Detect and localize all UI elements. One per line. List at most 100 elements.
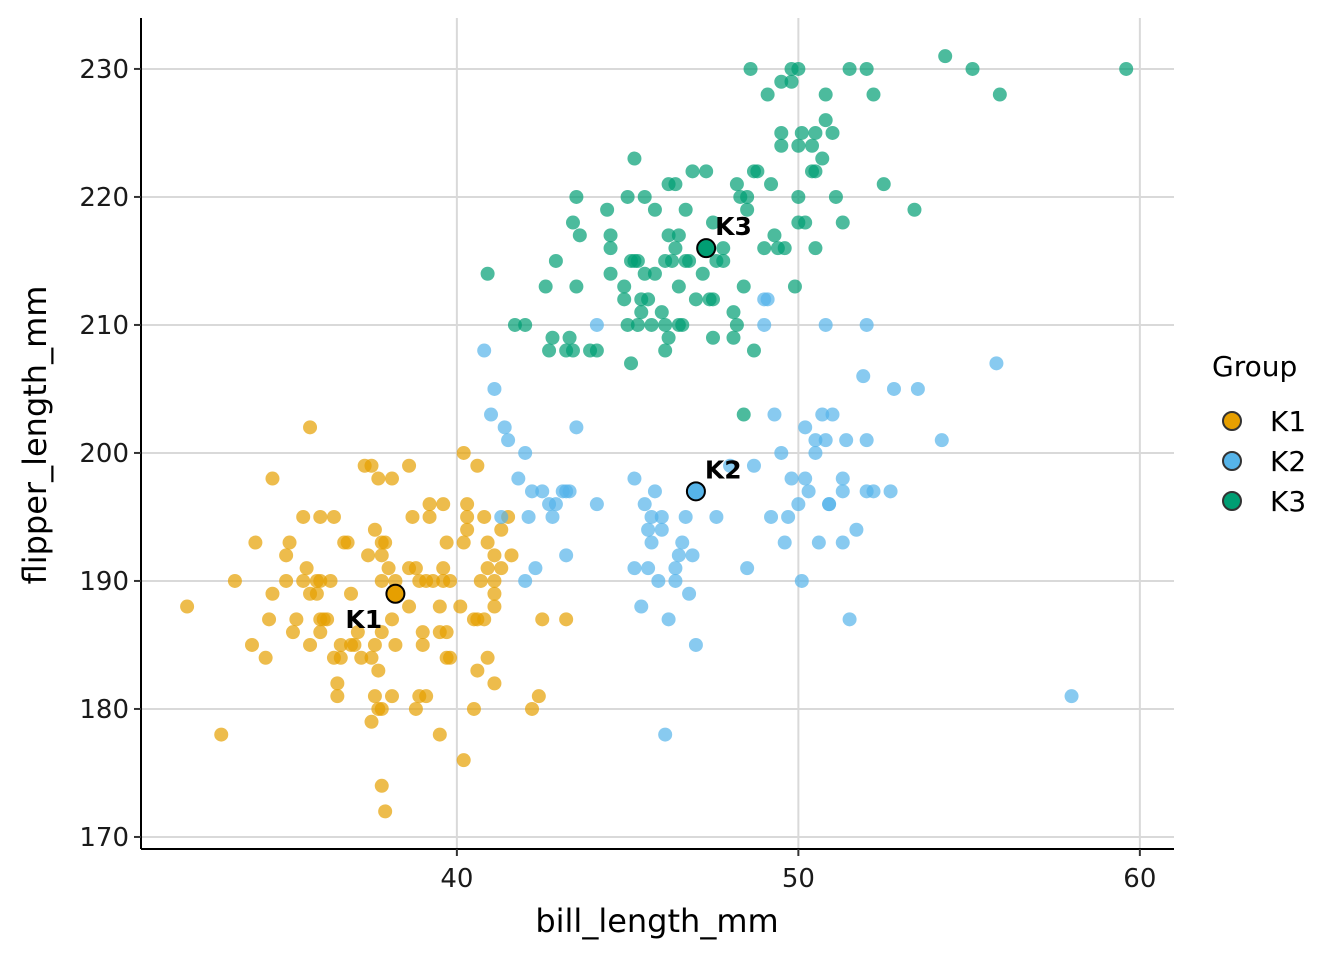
point-k2 [798,471,813,486]
point-k2 [644,535,659,550]
point-k2 [518,445,533,460]
point-k3 [716,241,731,256]
point-k1 [279,548,294,563]
point-k3 [767,228,782,243]
point-k3 [565,215,580,230]
point-k3 [548,253,563,268]
point-k3 [507,317,522,332]
point-k2 [818,433,833,448]
point-k1 [367,637,382,652]
point-k3 [572,228,587,243]
point-k3 [538,279,553,294]
point-k3 [661,228,676,243]
point-k2 [671,548,686,563]
point-k1 [402,599,417,614]
x-axis-label: bill_length_mm [535,902,778,940]
point-k2 [637,497,652,512]
point-k1 [456,445,471,460]
point-k2 [859,433,874,448]
point-k1 [326,509,341,524]
point-k2 [777,535,792,550]
point-k1 [460,497,475,512]
point-k1 [333,650,348,665]
point-k1 [364,714,379,729]
point-k3 [729,317,744,332]
point-k1 [408,561,423,576]
point-k1 [374,573,389,588]
point-k2 [934,433,949,448]
point-k1 [320,612,335,627]
legend-key-k3 [1222,491,1242,511]
point-k1 [371,471,386,486]
legend-label-k2: K2 [1270,445,1306,478]
point-k1 [405,509,420,524]
point-k1 [487,676,502,691]
point-k1 [299,561,314,576]
point-k1 [282,535,297,550]
point-k2 [589,497,604,512]
point-k1 [303,420,318,435]
point-k3 [808,164,823,179]
point-k3 [661,330,676,345]
data-points [180,49,1134,819]
point-k3 [808,125,823,140]
point-k3 [740,202,755,217]
point-k1 [214,727,229,742]
point-k3 [658,343,673,358]
point-k3 [965,61,980,76]
point-k3 [634,305,649,320]
point-k2 [494,509,509,524]
point-k1 [361,548,376,563]
point-k1 [402,458,417,473]
point-k3 [808,241,823,256]
point-k2 [647,484,662,499]
y-tick-label: 210 [79,311,129,341]
point-k2 [709,509,724,524]
point-k2 [811,535,826,550]
point-k1 [388,637,403,652]
point-k1 [354,650,369,665]
point-k2 [497,420,512,435]
point-k3 [627,151,642,166]
point-k1 [313,625,328,640]
point-k2 [808,445,823,460]
point-k2 [839,433,854,448]
point-k1 [344,586,359,601]
point-k3 [630,317,645,332]
point-k1 [374,625,389,640]
point-k1 [415,637,430,652]
point-k3 [671,279,686,294]
point-k1 [313,509,328,524]
point-k2 [842,612,857,627]
point-k3 [726,330,741,345]
point-k3 [705,215,720,230]
point-k1 [494,561,509,576]
point-k3 [746,343,761,358]
point-k3 [620,189,635,204]
point-k3 [658,317,673,332]
point-k2 [654,522,669,537]
point-k2 [910,381,925,396]
point-k1 [487,548,502,563]
y-axis-label: flipper_length_mm [16,286,54,585]
point-k2 [658,727,673,742]
point-k1 [480,561,495,576]
point-k3 [791,189,806,204]
point-k2 [668,561,683,576]
centroid-label-k1: K1 [345,605,382,634]
point-k1 [384,612,399,627]
point-k1 [381,561,396,576]
point-k2 [760,292,775,307]
point-k3 [866,87,881,102]
point-k3 [695,266,710,281]
point-k1 [443,650,458,665]
point-k2 [641,561,656,576]
point-k1 [456,753,471,768]
point-k3 [750,164,765,179]
point-k1 [466,701,481,716]
point-k2 [856,369,871,384]
point-k2 [668,573,683,588]
point-k3 [825,125,840,140]
point-k2 [634,599,649,614]
point-k1 [456,535,471,550]
